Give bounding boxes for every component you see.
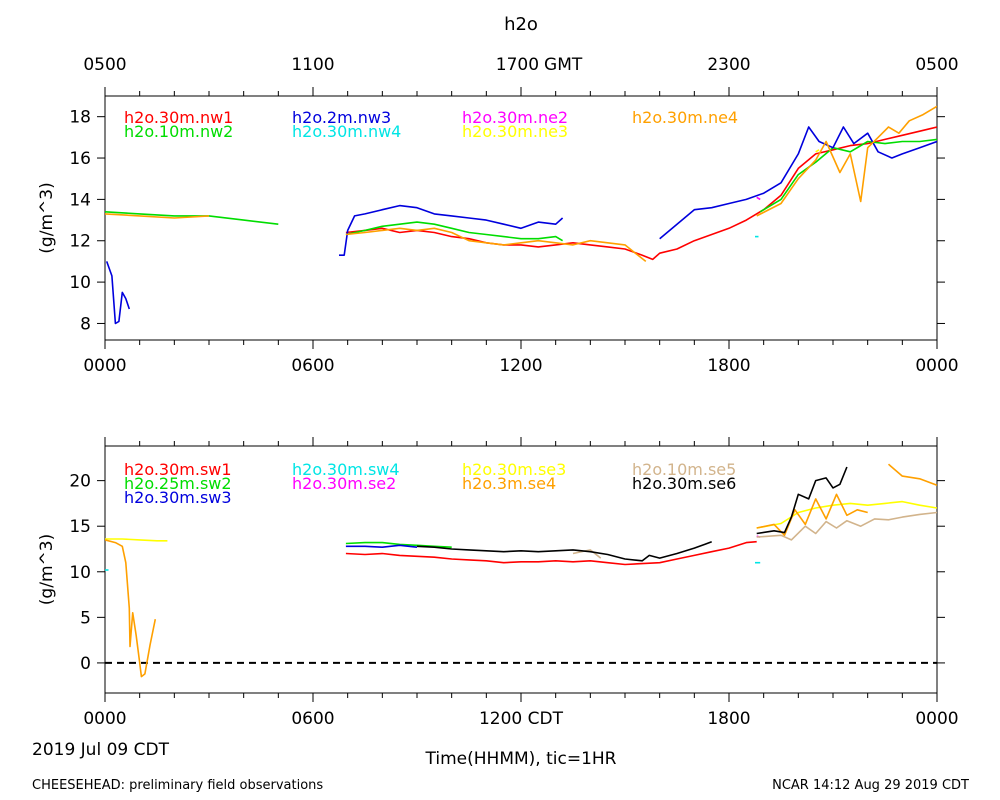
y-axis-label: (g/m^3): [37, 534, 57, 605]
y-tick-label: 8: [80, 314, 91, 334]
top-panel: 0000 0600 1200 1800 0000 0500 1100 1700 GMT 2300 0…: [37, 55, 959, 376]
series-line-h2o-2m-nw3: [339, 204, 564, 256]
legend-entry: h2o.30m.se6: [632, 474, 736, 493]
series-line-h2o-10m-nw2: [759, 138, 937, 213]
series-line-h2o-30m-ne4: [105, 213, 210, 219]
legend-entry: h2o.25m.sw2: [124, 474, 232, 493]
footer-left: CHEESEHEAD: preliminary field observatio…: [32, 778, 323, 793]
legend-entry: h2o.10m.se5: [632, 460, 736, 479]
series-line-h2o-10m-nw2: [345, 221, 564, 242]
series-line-h2o-25m-sw2: [345, 541, 452, 548]
legend-entry: h2o.30m.sw1: [124, 460, 232, 479]
x-tick-label-top-value: 1100: [291, 55, 334, 75]
series-line-h2o-30m-ne4: [345, 227, 647, 263]
series-line-h2o-10m-se5: [572, 549, 602, 559]
x-tick-label-top: 1700 GMT: [496, 55, 583, 75]
y-tick-label: 20: [69, 472, 91, 492]
legend-entry: h2o.3m.se4: [462, 474, 556, 493]
series-line-h2o-2m-nw3: [659, 126, 937, 240]
x-tick-label-top-unit: GMT: [544, 55, 583, 75]
y-tick-label: 0: [80, 654, 91, 674]
series-line-h2o-30m-se6: [756, 466, 848, 535]
legend-entry: h2o.2m.nw3: [292, 108, 391, 127]
y-tick-label: 12: [69, 232, 91, 252]
legend-entry: h2o.30m.sw3: [124, 488, 232, 507]
x-tick-label-bottom: 0600: [291, 709, 334, 729]
x-tick-label-top: 1100: [291, 55, 334, 75]
x-tick-label-bottom: 0000: [915, 356, 958, 376]
series-line-h2o-3m-se4: [887, 463, 937, 486]
x-tick-label-bottom: 0600: [291, 356, 334, 376]
series-line-h2o-30m-ne3: [815, 149, 820, 153]
x-tick-label-top: 0500: [83, 55, 126, 75]
series-line-h2o-30m-ne4: [756, 105, 937, 217]
x-tick-label-top-value: 2300: [707, 55, 750, 75]
legend-entry: h2o.30m.se3: [462, 460, 566, 479]
x-tick-label-bottom: 0000: [915, 709, 958, 729]
x-tick-label-top: 0500: [915, 55, 958, 75]
x-tick-label-bottom: 1200 CDT: [479, 709, 564, 729]
y-tick-label: 5: [80, 608, 91, 628]
series-line-h2o-30m-se6: [416, 540, 712, 562]
chart-title: h2o: [504, 14, 538, 35]
series-line-h2o-3m-se4: [756, 493, 868, 537]
y-tick-label: 14: [69, 190, 91, 210]
legend-entry: h2o.10m.nw2: [124, 122, 233, 141]
series-line-h2o-30m-sw1: [345, 540, 757, 566]
legend-entry: h2o.30m.ne2: [462, 108, 568, 127]
series-group: [105, 105, 937, 325]
x-tick-label-top-value: 0500: [83, 55, 126, 75]
legend-entry: h2o.30m.ne3: [462, 122, 568, 141]
date-label: 2019 Jul 09 CDT: [32, 740, 170, 760]
series-line-h2o-10m-se5: [756, 511, 937, 541]
y-tick-label: 16: [69, 149, 91, 169]
legend-entry: h2o.30m.ne4: [632, 108, 738, 127]
legend-entry: h2o.30m.nw1: [124, 108, 233, 127]
x-tick-label-bottom: 0000: [83, 709, 126, 729]
series-line-h2o-30m-se3: [105, 538, 168, 542]
y-axis-label: (g/m^3): [37, 182, 57, 253]
bottom-panel: 0000 0600 1200 CDT 1800 000005101520(g/m^3)h…: [37, 437, 959, 729]
series-line-h2o-2m-nw3: [105, 261, 131, 325]
y-tick-label: 18: [69, 108, 91, 128]
series-line-h2o-3m-se4: [105, 539, 157, 678]
legend-entry: h2o.30m.se2: [292, 474, 396, 493]
series-group: [105, 463, 937, 678]
x-tick-label-top-value: 1700: [496, 55, 539, 75]
legend-entry: h2o.30m.sw4: [292, 460, 400, 479]
series-line-h2o-10m-nw2: [105, 211, 279, 225]
x-tick-label-top-value: 0500: [915, 55, 958, 75]
legend-entry: h2o.30m.nw4: [292, 122, 401, 141]
x-tick-label-bottom: 0000: [83, 356, 126, 376]
x-axis-label: Time(HHMM), tic=1HR: [425, 749, 617, 769]
series-line-h2o-30m-sw3: [345, 544, 418, 549]
x-tick-label-bottom: 1800: [707, 356, 750, 376]
x-tick-label-top: 2300: [707, 55, 750, 75]
x-tick-label-bottom: 1200: [499, 356, 542, 376]
y-tick-label: 15: [69, 517, 91, 537]
footer-right: NCAR 14:12 Aug 29 2019 CDT: [772, 778, 969, 793]
series-line-h2o-30m-ne2: [756, 196, 761, 201]
y-tick-label: 10: [69, 563, 91, 583]
x-tick-label-bottom: 1800: [707, 709, 750, 729]
y-tick-label: 10: [69, 273, 91, 293]
series-line-h2o-30m-nw1: [345, 126, 937, 261]
